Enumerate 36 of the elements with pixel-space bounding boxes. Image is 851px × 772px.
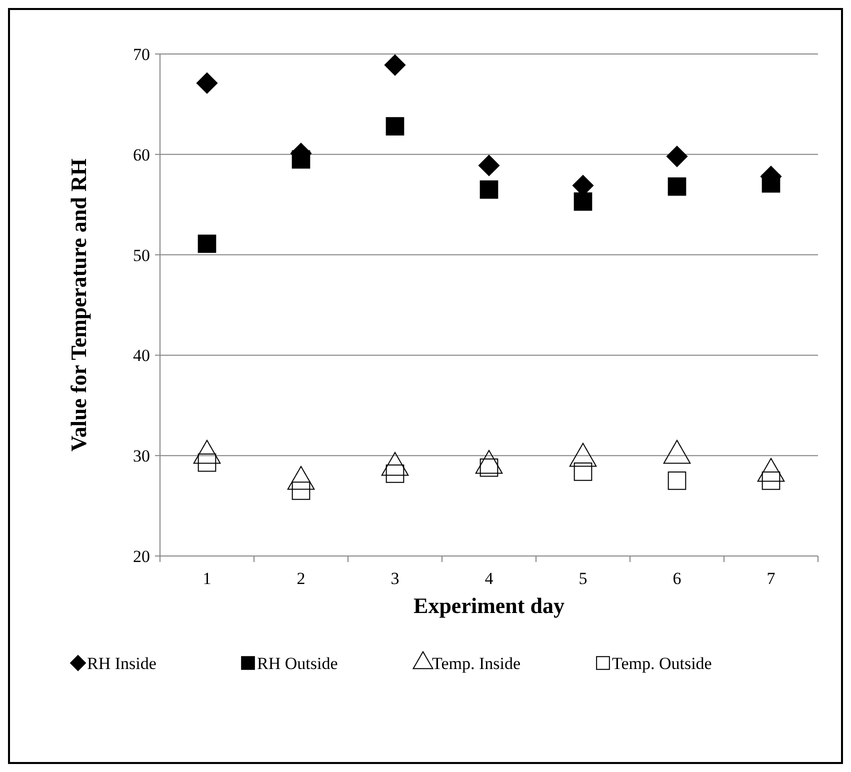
point [666,146,688,168]
point [574,192,592,211]
legend-label: Temp. Outside [612,654,712,673]
point [292,150,310,169]
point [480,180,498,199]
y-tick-label: 70 [133,44,150,64]
point [762,472,780,490]
x-axis-title: Experiment day [414,593,564,618]
point [668,177,686,196]
point [478,154,500,176]
point [386,117,404,136]
point [198,234,216,253]
legend-label: RH Inside [87,654,156,673]
y-axis-title: Value for Temperature and RH [66,158,91,452]
legend-label: Temp. Inside [432,654,521,673]
point [668,472,686,490]
point [198,453,216,472]
y-tick-label: 50 [133,246,150,265]
y-tick-label: 60 [133,145,150,164]
y-tick-label: 20 [133,546,150,566]
point [196,72,218,94]
x-tick-label: 7 [766,569,776,588]
x-tick-label: 1 [202,569,212,588]
x-tick-label: 2 [296,569,306,588]
point [384,54,406,76]
x-tick-label: 6 [672,569,682,588]
point [762,174,780,193]
x-tick-label: 4 [484,569,494,588]
y-tick-label: 40 [133,346,150,366]
point [292,482,310,500]
x-tick-label: 5 [578,569,588,588]
x-tick-label: 3 [390,569,400,588]
y-tick-label: 30 [133,446,150,466]
point [386,464,404,483]
legend-label: RH Outside [257,654,338,673]
point [574,462,592,481]
